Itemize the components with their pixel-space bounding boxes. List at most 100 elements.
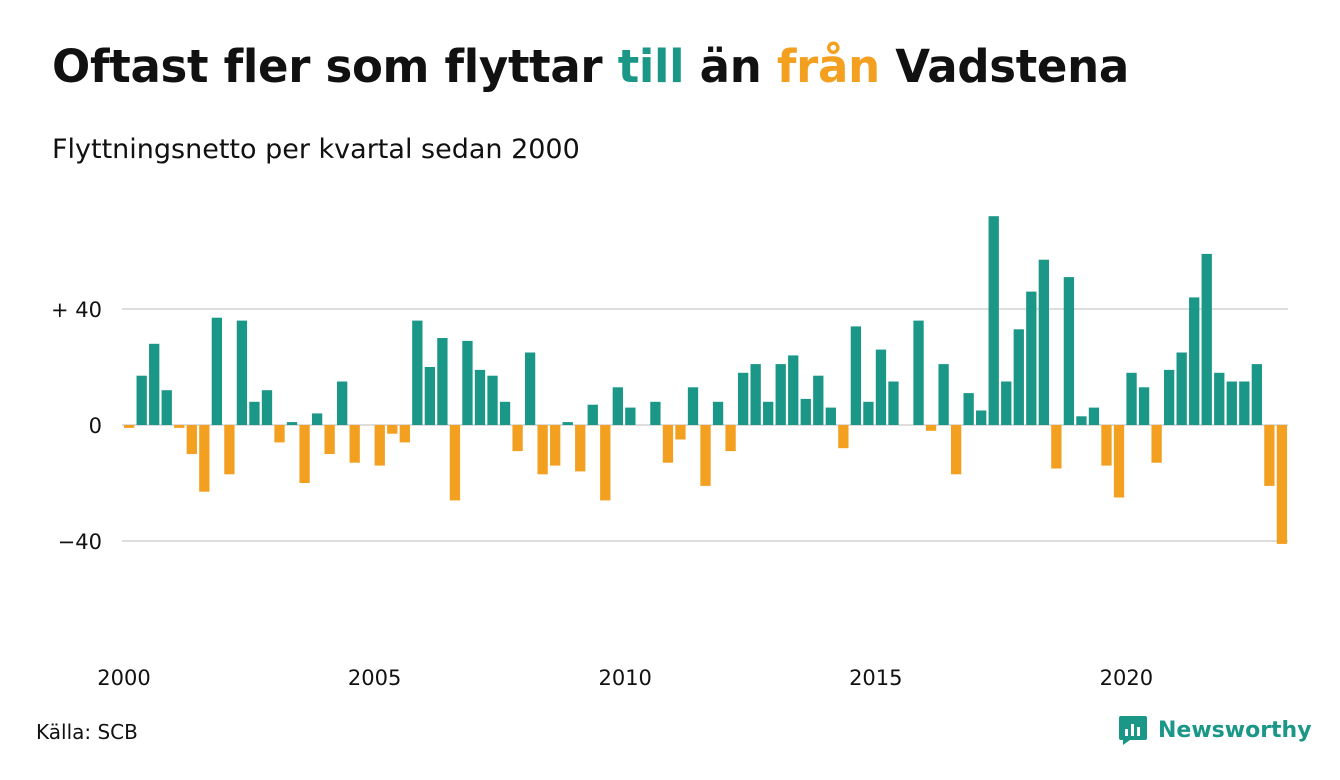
bar-61 (888, 381, 899, 425)
bar-24 (424, 367, 436, 425)
y-tick-label-0: + 40 (51, 298, 102, 322)
newsworthy-logo-icon (1119, 716, 1147, 745)
chart-title: Oftast fler som flyttar till än från Vad… (52, 40, 1129, 93)
bar-1 (136, 375, 147, 425)
bar-79 (1113, 425, 1125, 498)
bar-59 (863, 401, 874, 425)
bar-39 (612, 387, 623, 425)
bar-13 (286, 422, 298, 425)
y-tick-label-2: −40 (58, 530, 102, 554)
title-part-2: än (684, 40, 777, 93)
bar-5 (186, 425, 197, 454)
bar-66 (950, 425, 962, 475)
bar-42 (650, 401, 661, 425)
bar-52 (775, 364, 786, 425)
chart-subtitle: Flyttningsnetto per kvartal sedan 2000 (52, 134, 580, 165)
bar-28 (474, 369, 486, 425)
bar-50 (750, 364, 761, 425)
bar-26 (449, 425, 461, 501)
bar-72 (1026, 291, 1037, 425)
brand-logo: Newsworthy (1118, 714, 1312, 746)
bar-80 (1126, 372, 1137, 425)
bar-36 (575, 425, 586, 472)
bar-37 (587, 404, 598, 425)
bar-16 (324, 425, 335, 454)
bar-91 (1264, 425, 1275, 486)
bar-67 (963, 393, 974, 425)
bar-83 (1163, 369, 1175, 425)
bar-22 (399, 425, 410, 443)
bar-43 (662, 425, 674, 463)
bar-75 (1063, 277, 1075, 425)
bar-69 (988, 216, 999, 425)
bar-55 (813, 375, 824, 425)
bar-85 (1189, 297, 1200, 425)
bar-82 (1151, 425, 1162, 463)
bar-25 (437, 338, 448, 425)
source-note: Källa: SCB (36, 720, 138, 744)
bar-35 (562, 422, 573, 425)
bar-21 (387, 425, 398, 434)
bar-74 (1051, 425, 1062, 469)
bar-31 (512, 425, 523, 452)
bar-8 (224, 425, 235, 475)
bar-76 (1076, 416, 1087, 425)
bar-34 (550, 425, 561, 466)
bar-12 (274, 425, 285, 443)
bar-27 (462, 340, 473, 425)
x-tick-label-1: 2005 (348, 666, 401, 690)
bar-90 (1251, 364, 1262, 425)
x-axis-ticks: 2000 2005 2010 2015 2020 (97, 666, 1153, 690)
bar-9 (236, 320, 248, 425)
bar-58 (850, 326, 862, 425)
bar-7 (211, 317, 223, 425)
title-part-3: Vadstena (879, 40, 1129, 93)
bar-54 (800, 398, 811, 425)
x-tick-label-2: 2010 (598, 666, 651, 690)
bar-30 (499, 401, 511, 425)
bar-65 (938, 364, 949, 425)
bar-57 (838, 425, 849, 449)
bar-87 (1214, 372, 1225, 425)
bar-47 (712, 401, 724, 425)
bar-3 (161, 390, 172, 425)
bar-0 (124, 425, 135, 428)
bar-44 (675, 425, 686, 440)
bar-29 (487, 375, 498, 425)
title-highlight-positive: till (617, 40, 685, 93)
bar-46 (700, 425, 711, 486)
bar-11 (261, 390, 273, 425)
bar-77 (1088, 407, 1100, 425)
bar-23 (412, 320, 423, 425)
bar-18 (349, 425, 360, 463)
bar-40 (625, 407, 636, 425)
bar-2 (149, 343, 160, 425)
x-tick-label-4: 2020 (1100, 666, 1153, 690)
bar-4 (174, 425, 185, 428)
x-tick-label-0: 2000 (97, 666, 150, 690)
y-tick-label-1: 0 (89, 414, 102, 438)
title-highlight-negative: från (776, 40, 880, 93)
bar-84 (1176, 352, 1187, 425)
y-axis-ticks: + 40 0 −40 (51, 298, 102, 554)
title-part-1: Oftast fler som flyttar (52, 40, 618, 93)
bar-45 (687, 387, 699, 425)
bar-73 (1038, 259, 1049, 425)
bar-49 (737, 372, 749, 425)
bar-63 (913, 320, 924, 425)
bar-68 (976, 410, 987, 425)
bar-64 (925, 425, 937, 431)
bar-88 (1226, 381, 1237, 425)
bar-70 (1001, 381, 1012, 425)
bar-38 (600, 425, 611, 501)
bar-17 (337, 381, 348, 425)
bar-56 (825, 407, 836, 425)
bar-81 (1138, 387, 1150, 425)
bar-32 (524, 352, 536, 425)
bar-6 (199, 425, 210, 492)
bar-48 (725, 425, 736, 452)
bar-10 (249, 401, 260, 425)
brand-name: Newsworthy (1158, 717, 1312, 743)
bars (124, 216, 1288, 544)
bar-51 (763, 401, 774, 425)
